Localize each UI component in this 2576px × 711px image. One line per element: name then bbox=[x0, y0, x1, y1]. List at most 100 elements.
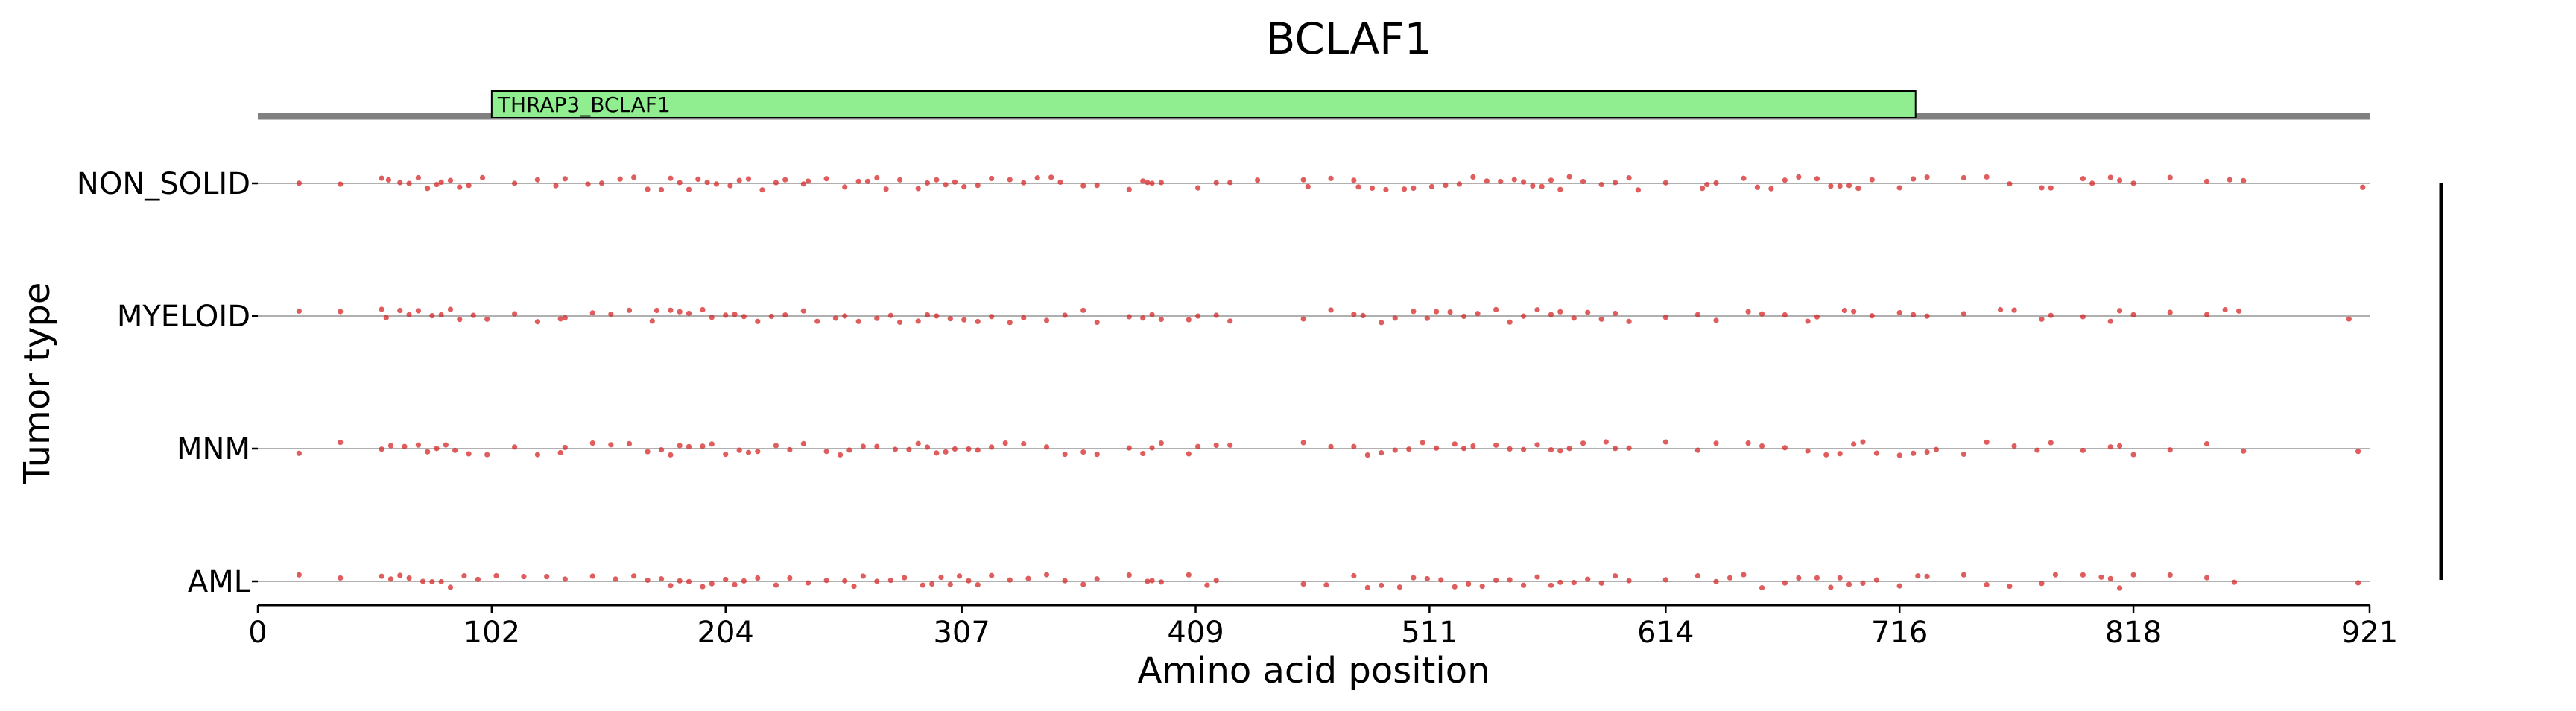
mutation-point bbox=[2222, 306, 2228, 313]
mutation-point bbox=[1924, 174, 1930, 180]
mutation-point bbox=[658, 186, 665, 193]
mutation-point bbox=[1328, 175, 1334, 181]
mutation-point bbox=[855, 178, 861, 184]
mutation-point bbox=[1470, 443, 1476, 449]
x-axis: 0 102 204 307 409 511 614 716 818 921 bbox=[248, 604, 2398, 650]
mutation-point bbox=[1470, 174, 1476, 180]
mutation-point bbox=[1846, 183, 1852, 189]
mutation-point bbox=[1094, 576, 1100, 582]
mutation-point bbox=[1548, 582, 1554, 588]
mutation-point bbox=[1754, 184, 1761, 190]
mutation-point bbox=[1364, 452, 1370, 458]
mutation-point bbox=[338, 439, 344, 446]
mutation-point bbox=[1851, 441, 1857, 447]
mutation-point bbox=[434, 182, 440, 188]
mutation-point bbox=[1626, 175, 1632, 181]
mutation-point bbox=[915, 186, 921, 192]
mutation-point bbox=[2355, 580, 2361, 586]
mutation-point bbox=[1796, 575, 1802, 581]
mutation-point bbox=[457, 184, 463, 190]
mutation-point bbox=[1713, 578, 1719, 584]
mutation-point bbox=[1585, 576, 1591, 582]
mutation-point bbox=[1782, 177, 1788, 183]
mutation-point bbox=[2116, 585, 2123, 591]
mutation-point bbox=[1613, 446, 1618, 452]
mutation-point bbox=[1484, 178, 1490, 184]
mutation-point bbox=[452, 447, 458, 453]
mutation-point bbox=[2048, 312, 2054, 318]
mutation-point bbox=[557, 316, 563, 322]
mutation-point bbox=[2107, 318, 2113, 324]
mutation-point bbox=[1580, 178, 1586, 185]
mutation-point bbox=[1080, 183, 1086, 189]
mutation-point bbox=[617, 176, 623, 182]
mutation-point bbox=[1126, 572, 1132, 578]
mutation-point bbox=[814, 318, 820, 324]
mutation-point bbox=[1461, 446, 1467, 452]
mutation-point bbox=[947, 316, 953, 322]
mutation-point bbox=[589, 310, 595, 316]
mutation-point bbox=[1043, 444, 1050, 450]
mutation-point bbox=[2089, 180, 2095, 186]
mutation-point bbox=[686, 310, 692, 317]
mutation-point bbox=[700, 443, 706, 449]
mutation-point bbox=[1699, 186, 1706, 192]
mutation-point bbox=[2167, 447, 2173, 453]
mutation-point bbox=[896, 319, 903, 326]
mutation-point bbox=[1511, 177, 1517, 183]
mutation-point bbox=[1571, 315, 1577, 321]
mutation-point bbox=[1557, 186, 1563, 192]
mutation-point bbox=[406, 180, 412, 186]
mutation-point bbox=[447, 177, 454, 183]
mutation-point bbox=[1613, 310, 1618, 317]
mutation-point bbox=[727, 183, 733, 189]
mutation-point bbox=[823, 176, 829, 182]
mutation-point bbox=[668, 307, 674, 313]
mutation-point bbox=[1434, 445, 1440, 451]
mutation-point bbox=[397, 180, 403, 186]
mutation-point bbox=[1452, 441, 1458, 447]
mutation-point bbox=[883, 186, 889, 192]
mutation-point bbox=[745, 176, 752, 182]
mutation-point bbox=[1149, 180, 1155, 186]
mutation-point bbox=[1392, 315, 1398, 321]
mutation-point bbox=[938, 575, 944, 581]
mutation-point bbox=[677, 309, 683, 315]
mutation-point bbox=[2203, 440, 2210, 447]
x-axis-label: Amino acid position bbox=[1138, 650, 1490, 692]
mutation-point bbox=[1043, 572, 1050, 578]
mutation-point bbox=[2107, 444, 2113, 450]
mutation-point bbox=[1158, 440, 1164, 446]
mutation-point bbox=[929, 581, 935, 587]
mutation-point bbox=[1759, 443, 1765, 449]
mutation-point bbox=[1566, 446, 1572, 452]
mutation-point bbox=[1493, 577, 1499, 584]
mutation-point bbox=[626, 307, 633, 313]
mutation-point bbox=[1837, 451, 1843, 457]
mutation-point bbox=[736, 447, 742, 453]
mutation-point bbox=[383, 315, 389, 320]
mutation-point bbox=[1759, 311, 1765, 317]
y-tick-label: MNM bbox=[177, 432, 250, 467]
y-tick-label: AML bbox=[188, 565, 251, 599]
mutation-point bbox=[1149, 312, 1155, 317]
mutation-point bbox=[1741, 572, 1747, 578]
mutation-point bbox=[475, 576, 481, 582]
mutation-point bbox=[1860, 439, 1866, 445]
mutation-point bbox=[1434, 309, 1440, 315]
mutation-point bbox=[1694, 573, 1701, 579]
mutation-point bbox=[2116, 308, 2123, 314]
mutation-point bbox=[989, 572, 995, 578]
mutation-point bbox=[544, 574, 550, 580]
mutation-point bbox=[1896, 452, 1902, 458]
mutation-point bbox=[1694, 447, 1701, 453]
protein-track: THRAP3_BCLAF1 bbox=[258, 90, 2370, 120]
mutation-point bbox=[585, 181, 591, 187]
mutation-point bbox=[2098, 574, 2104, 580]
mutation-point bbox=[773, 180, 779, 186]
mutation-point bbox=[2236, 308, 2242, 314]
mutation-point bbox=[2080, 176, 2086, 182]
mutation-point bbox=[947, 581, 953, 587]
mutation-point bbox=[896, 177, 903, 183]
mutation-point bbox=[1713, 180, 1719, 186]
